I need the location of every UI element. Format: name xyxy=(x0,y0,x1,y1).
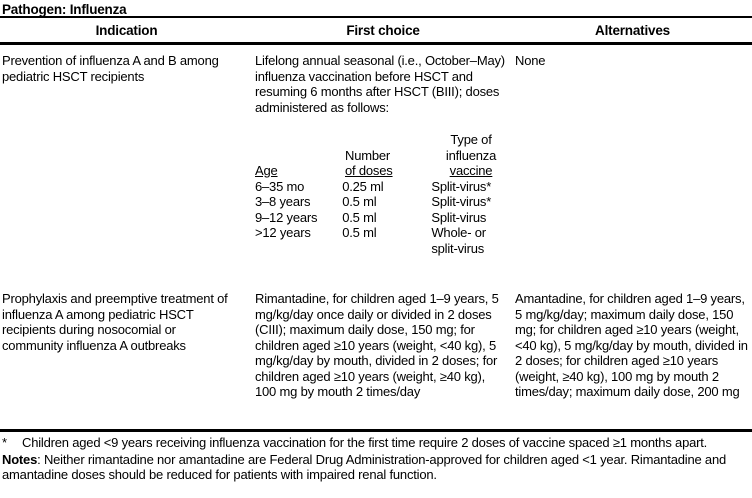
dose-vaccine-type: Split-virus xyxy=(431,209,487,225)
first-choice-cell: Rimantadine, for children aged 1–9 years… xyxy=(255,291,499,399)
dose-header-vaccine-type: Type of influenza vaccine xyxy=(445,132,497,178)
alternatives-cell: Amantadine, for children aged 1–9 years,… xyxy=(515,291,748,399)
dose-header-number-of-doses: Number of doses xyxy=(345,147,393,179)
dose-table-row: >12 years 0.5 ml Whole- or split-virus xyxy=(255,225,505,256)
first-choice-text: Lifelong annual seasonal (i.e., October–… xyxy=(255,53,505,115)
dose-amount: 0.5 ml xyxy=(342,209,377,225)
pathogen-header: Pathogen: Influenza xyxy=(0,0,752,18)
dose-table-header-row: Age Number of doses Type of influenza va… xyxy=(255,132,505,179)
column-header-alternatives: Alternatives xyxy=(595,23,670,38)
dose-age: 9–12 years xyxy=(255,209,318,225)
table-row-prophylaxis: Prophylaxis and preemptive treatment of … xyxy=(0,283,752,429)
dose-amount: 0.25 ml xyxy=(342,178,384,194)
table-header-row: Indication First choice Alternatives xyxy=(0,18,752,45)
dose-age: 3–8 years xyxy=(255,194,311,209)
dose-age: >12 years xyxy=(255,225,311,240)
dose-amount: 0.5 ml xyxy=(342,225,377,240)
footnote-notes: Notes: Neither rimantadine nor amantadin… xyxy=(0,451,752,483)
column-header-first-choice: First choice xyxy=(346,23,420,38)
dose-vaccine-type: Split-virus* xyxy=(431,194,492,209)
first-choice-cell: Lifelong annual seasonal (i.e., October–… xyxy=(253,45,513,283)
notes-label: Notes xyxy=(2,451,38,467)
dose-header-age: Age xyxy=(255,163,278,178)
pathogen-label: Pathogen: Influenza xyxy=(2,2,127,17)
alternatives-cell: None xyxy=(515,53,546,68)
dose-amount: 0.5 ml xyxy=(342,194,377,209)
indication-cell: Prevention of influenza A and B among pe… xyxy=(2,53,219,84)
table-row-prevention: Prevention of influenza A and B among pe… xyxy=(0,45,752,283)
footnotes-section: * Children aged <9 years receiving influ… xyxy=(0,429,752,483)
dose-table-row: 6–35 mo 0.25 ml Split-virus* xyxy=(255,179,505,195)
footnote-marker: * xyxy=(2,435,7,450)
notes-text: : Neither rimantadine nor amantadine are… xyxy=(2,451,727,483)
dose-vaccine-type: Split-virus* xyxy=(431,178,492,194)
indication-cell: Prophylaxis and preemptive treatment of … xyxy=(2,291,228,353)
dose-table-row: 3–8 years 0.5 ml Split-virus* xyxy=(255,194,505,210)
dose-vaccine-type: Whole- or split-virus xyxy=(431,225,486,256)
dose-table: Age Number of doses Type of influenza va… xyxy=(255,132,505,256)
column-header-indication: Indication xyxy=(95,23,158,38)
dose-age: 6–35 mo xyxy=(255,178,305,194)
footnote-text: Children aged <9 years receiving influen… xyxy=(22,435,708,450)
footnote-asterisk: * Children aged <9 years receiving influ… xyxy=(0,435,752,451)
dose-table-row: 9–12 years 0.5 ml Split-virus xyxy=(255,210,505,226)
